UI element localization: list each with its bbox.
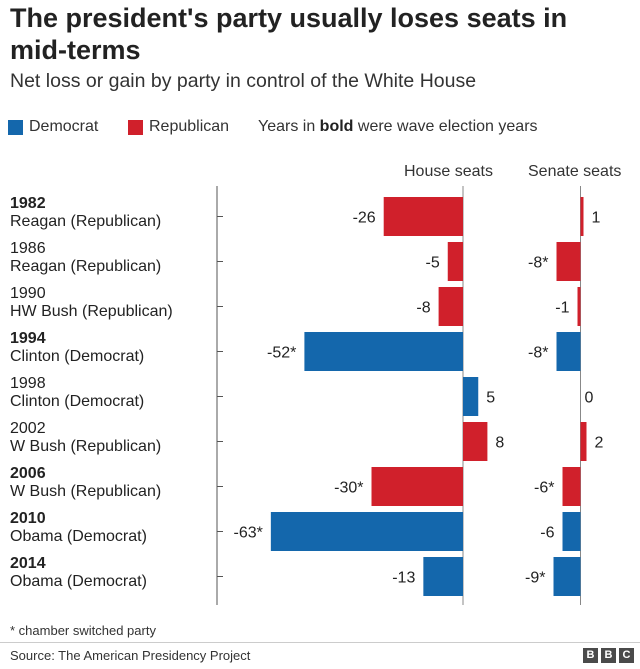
row-label: 1994 Clinton (Democrat) bbox=[10, 330, 144, 366]
row-year: 2010 bbox=[10, 510, 46, 527]
bbc-logo-letter: B bbox=[583, 648, 598, 663]
row-year: 2006 bbox=[10, 465, 46, 482]
row-year: 2002 bbox=[10, 420, 46, 437]
house-value-label: -5 bbox=[426, 255, 440, 272]
footnote: * chamber switched party bbox=[10, 623, 156, 638]
house-value-label: 8 bbox=[495, 435, 504, 452]
bbc-logo-letter: C bbox=[619, 648, 634, 663]
legend-note-suffix: were wave election years bbox=[353, 118, 538, 135]
house-bar bbox=[270, 512, 463, 551]
footer-divider bbox=[0, 642, 640, 643]
house-bar bbox=[304, 332, 463, 371]
senate-bar bbox=[562, 512, 581, 551]
house-value-label: -63* bbox=[233, 525, 262, 542]
row-label: 1986 Reagan (Republican) bbox=[10, 240, 161, 276]
legend-note: Years in bold were wave election years bbox=[258, 118, 538, 136]
house-bar bbox=[423, 557, 463, 596]
senate-bar bbox=[556, 242, 581, 281]
house-value-label: -13 bbox=[392, 570, 415, 587]
row-year: 1982 bbox=[10, 195, 46, 212]
row-president: Reagan (Republican) bbox=[10, 213, 162, 230]
house-value-label: -8 bbox=[416, 300, 430, 317]
senate-bar bbox=[562, 467, 581, 506]
row-president: Clinton (Democrat) bbox=[10, 393, 145, 410]
senate-bar bbox=[580, 197, 584, 236]
legend-swatch-republican bbox=[128, 119, 143, 135]
senate-bar bbox=[556, 332, 581, 371]
row-label: 1998 Clinton (Democrat) bbox=[10, 375, 144, 411]
row-president: W Bush (Republican) bbox=[10, 483, 162, 500]
row-year: 1998 bbox=[10, 375, 46, 392]
house-bar bbox=[438, 287, 463, 326]
house-bar bbox=[383, 197, 463, 236]
senate-bar bbox=[580, 422, 587, 461]
legend-swatch-democrat bbox=[8, 119, 23, 135]
house-value-label: -30* bbox=[334, 480, 363, 497]
house-bar bbox=[447, 242, 463, 281]
senate-value-label: 0 bbox=[585, 390, 594, 407]
senate-bar bbox=[553, 557, 581, 596]
senate-value-label: -6* bbox=[534, 480, 554, 497]
row-label: 1990 HW Bush (Republican) bbox=[10, 285, 173, 321]
chart-title: The president's party usually loses seat… bbox=[10, 3, 568, 65]
legend-republican: Republican bbox=[128, 118, 229, 136]
row-label: 1982 Reagan (Republican) bbox=[10, 195, 161, 231]
row-label: 2010 Obama (Democrat) bbox=[10, 510, 147, 546]
house-value-label: 5 bbox=[486, 390, 495, 407]
row-president: Obama (Democrat) bbox=[10, 528, 147, 545]
bbc-logo-letter: B bbox=[601, 648, 616, 663]
senate-value-label: -6 bbox=[540, 525, 554, 542]
legend-label-republican: Republican bbox=[149, 118, 230, 135]
house-bar bbox=[463, 422, 488, 461]
chart-subtitle: Net loss or gain by party in control of … bbox=[10, 70, 477, 92]
house-column-header: House seats bbox=[404, 163, 493, 180]
house-bar bbox=[371, 467, 463, 506]
bbc-logo: B B C bbox=[583, 648, 634, 663]
senate-value-label: -8* bbox=[528, 255, 548, 272]
house-bar bbox=[463, 377, 479, 416]
row-year: 1986 bbox=[10, 240, 46, 257]
row-year: 1994 bbox=[10, 330, 46, 347]
row-year: 1990 bbox=[10, 285, 46, 302]
row-label: 2006 W Bush (Republican) bbox=[10, 465, 161, 501]
senate-bar bbox=[577, 287, 581, 326]
legend-democrat: Democrat bbox=[8, 118, 98, 136]
senate-column-header: Senate seats bbox=[528, 163, 622, 180]
row-president: Clinton (Democrat) bbox=[10, 348, 145, 365]
row-label: 2002 W Bush (Republican) bbox=[10, 420, 161, 456]
legend-label-democrat: Democrat bbox=[29, 118, 99, 135]
senate-value-label: -9* bbox=[525, 570, 545, 587]
legend-note-bold: bold bbox=[319, 118, 354, 135]
senate-value-label: -8* bbox=[528, 345, 548, 362]
row-year: 2014 bbox=[10, 555, 46, 572]
house-value-label: -52* bbox=[267, 345, 296, 362]
legend-note-prefix: Years in bbox=[258, 118, 320, 135]
house-value-label: -26 bbox=[353, 210, 376, 227]
row-label: 2014 Obama (Democrat) bbox=[10, 555, 147, 591]
row-president: HW Bush (Republican) bbox=[10, 303, 173, 320]
row-president: Reagan (Republican) bbox=[10, 258, 162, 275]
senate-value-label: 2 bbox=[595, 435, 604, 452]
row-president: W Bush (Republican) bbox=[10, 438, 162, 455]
row-president: Obama (Democrat) bbox=[10, 573, 147, 590]
senate-value-label: -1 bbox=[555, 300, 569, 317]
senate-value-label: 1 bbox=[592, 210, 601, 227]
source: Source: The American Presidency Project bbox=[10, 648, 251, 663]
